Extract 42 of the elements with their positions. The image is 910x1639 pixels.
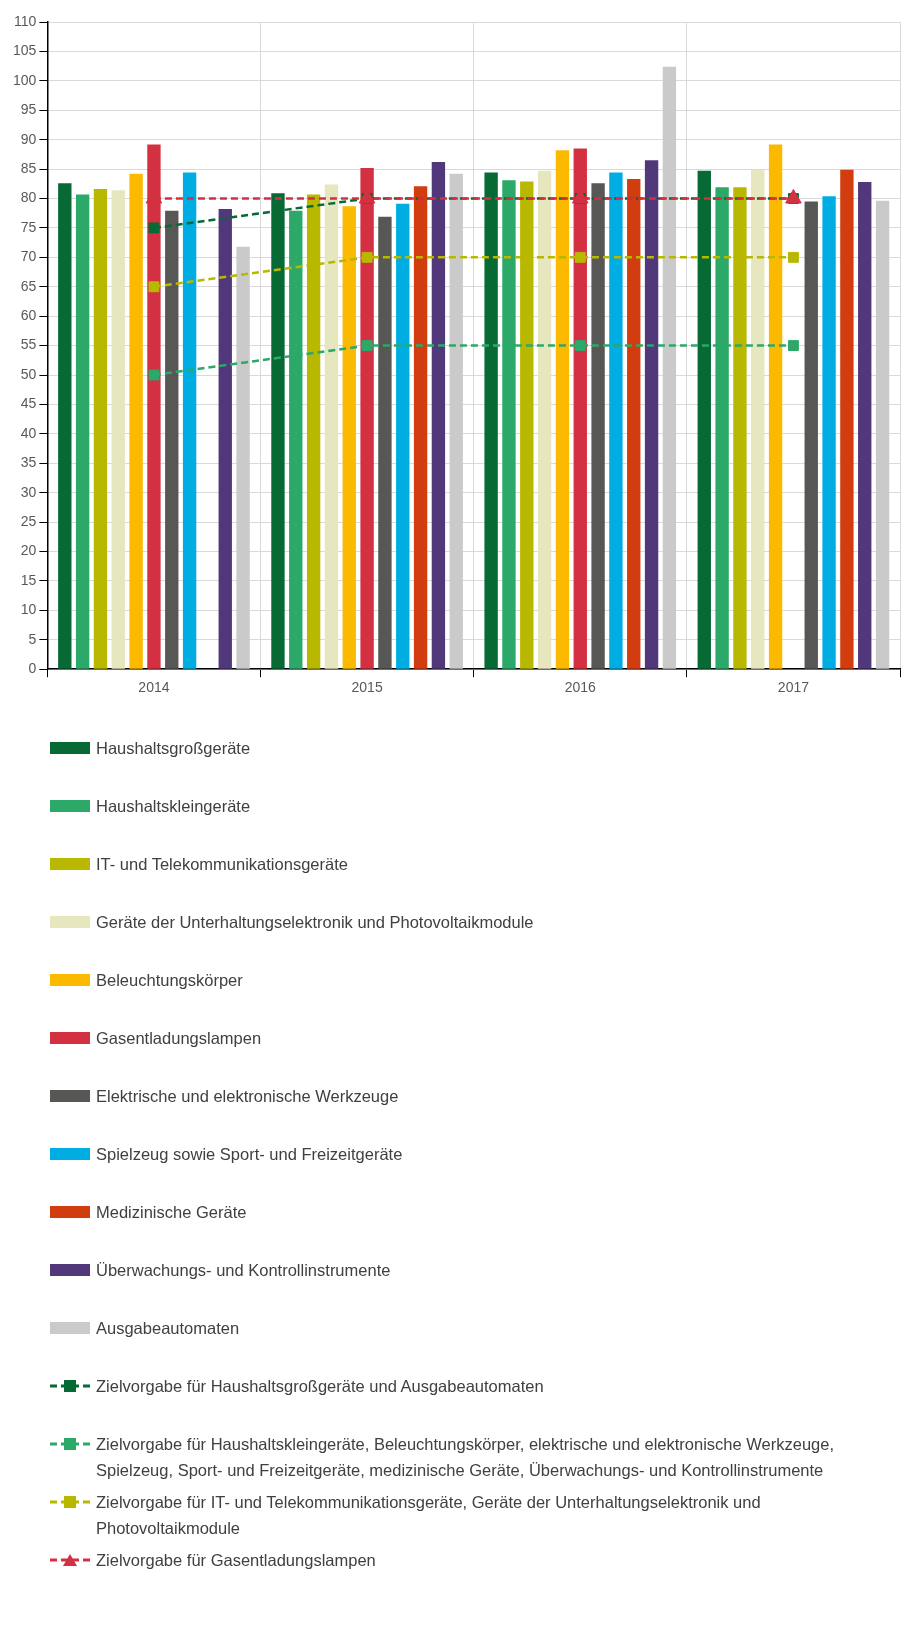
y-tick-label: 70 (20, 248, 37, 265)
y-tick-label: 60 (20, 307, 37, 324)
legend-label: Zielvorgabe für Gasentladungslampen (96, 1550, 376, 1571)
y-tick-label: 20 (20, 542, 37, 559)
y-tick-label: 40 (20, 424, 37, 441)
x-tick-label: 2014 (138, 679, 170, 696)
legend-label: Überwachungs- und Kontrollinstrumente (96, 1260, 391, 1281)
y-tick-label: 50 (20, 365, 37, 382)
legend-label: Spielzeug sowie Sport- und Freizeitgeräte (96, 1144, 403, 1165)
y-tick-label: 90 (20, 130, 37, 147)
y-tick-label: 110 (14, 12, 37, 29)
y-tick-label: 100 (13, 71, 37, 88)
x-tick-label: 2017 (777, 679, 810, 696)
y-tick-label: 15 (20, 571, 37, 588)
legend-label: Haushaltskleingeräte (96, 796, 251, 817)
legend-label: IT- und Telekommunikationsgeräte (96, 854, 348, 875)
legend-label: Geräte der Unterhaltungselektronik und Photovoltaikmodule (96, 912, 534, 933)
legend-label: Elektrische und elektronische Werkzeuge (96, 1086, 399, 1107)
y-tick-label: 75 (20, 218, 37, 235)
y-tick-label: 105 (13, 42, 37, 59)
legend-label: Medizinische Geräte (96, 1202, 247, 1223)
legend-label: Zielvorgabe für Haushaltskleingeräte, Beleuchtungskörper, elektrische und elektronische Werkzeuge, Spielzeug, Sport- und Freizeitgeräte, medizinische Geräte, Überwachungs- und Kontrollinstrumente (96, 1434, 836, 1481)
legend-label: Gasentladungslampen (96, 1028, 262, 1049)
legend-label: Zielvorgabe für Haushaltsgroßgeräte und Ausgabeautomaten (96, 1376, 544, 1397)
y-tick-label: 45 (20, 395, 37, 412)
y-tick-label: 25 (20, 512, 37, 529)
y-tick-label: 85 (20, 159, 37, 176)
x-tick-label: 2016 (564, 679, 597, 696)
y-tick-label: 35 (20, 454, 37, 471)
y-tick-label: 55 (20, 336, 37, 353)
y-tick-label: 5 (28, 630, 37, 647)
legend-label: Beleuchtungskörper (96, 970, 243, 991)
y-tick-label: 0 (28, 660, 37, 677)
y-tick-label: 95 (20, 101, 37, 118)
legend-label: Zielvorgabe für IT- und Telekommunikationsgeräte, Geräte der Unterhaltungselektronik und Photovoltaikmodule (96, 1492, 762, 1539)
y-tick-label: 80 (20, 189, 37, 206)
x-tick-label: 2015 (351, 679, 383, 696)
y-tick-label: 30 (20, 483, 37, 500)
y-tick-label: 10 (20, 601, 37, 618)
legend-label: Haushaltsgroßgeräte (96, 738, 251, 759)
legend-label: Ausgabeautomaten (96, 1318, 240, 1339)
y-tick-label: 65 (20, 277, 37, 294)
